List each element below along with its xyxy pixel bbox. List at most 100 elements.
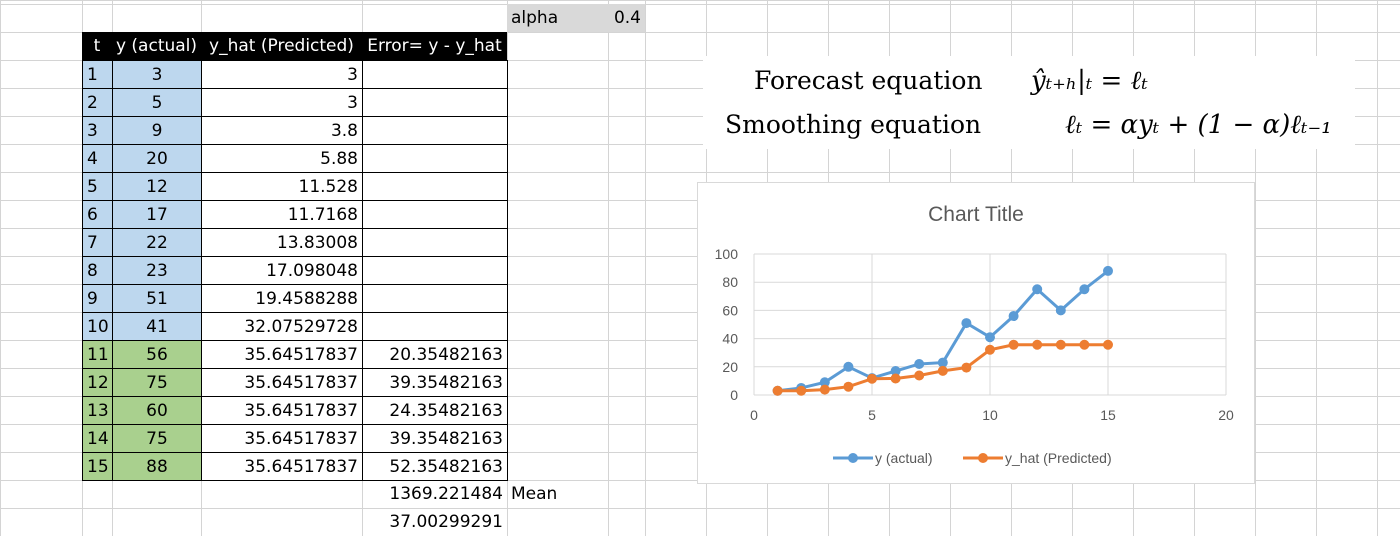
- cell-y-actual[interactable]: 20: [112, 144, 202, 173]
- cell-error[interactable]: [362, 88, 508, 117]
- data-point[interactable]: [796, 385, 807, 396]
- cell-y-hat[interactable]: 19.4588288: [201, 284, 363, 313]
- data-point[interactable]: [1103, 339, 1113, 350]
- cell-y-actual[interactable]: 23: [112, 256, 202, 285]
- cell-error[interactable]: [362, 60, 508, 89]
- data-point[interactable]: [843, 361, 854, 372]
- cell-error[interactable]: [362, 200, 508, 229]
- data-point[interactable]: [1103, 265, 1113, 276]
- cell-t[interactable]: 6: [82, 200, 113, 229]
- cell-error[interactable]: [362, 116, 508, 145]
- data-point[interactable]: [890, 366, 901, 377]
- cell-error[interactable]: 52.35482163: [362, 452, 508, 481]
- cell-y-hat[interactable]: 11.528: [201, 172, 363, 201]
- cell-t[interactable]: 11: [82, 340, 113, 369]
- cell-error[interactable]: [362, 172, 508, 201]
- data-point[interactable]: [961, 318, 972, 329]
- data-point[interactable]: [937, 357, 948, 368]
- cell-error[interactable]: [362, 284, 508, 313]
- cell-y-actual[interactable]: 12: [112, 172, 202, 201]
- data-point[interactable]: [819, 384, 830, 395]
- cell-y-actual[interactable]: 41: [112, 312, 202, 341]
- header-y-hat[interactable]: y_hat (Predicted): [201, 32, 362, 60]
- cell-y-hat[interactable]: 35.64517837: [201, 424, 363, 453]
- cell-error[interactable]: [362, 256, 508, 285]
- cell-y-hat[interactable]: 3.8: [201, 116, 363, 145]
- root-mean-value-cell[interactable]: 37.00299291: [389, 512, 503, 532]
- cell-y-actual[interactable]: 9: [112, 116, 202, 145]
- data-point[interactable]: [985, 332, 995, 343]
- x-tick-label: 15: [1100, 407, 1116, 423]
- data-point[interactable]: [1055, 339, 1066, 350]
- cell-t[interactable]: 2: [82, 88, 113, 117]
- cell-y-hat[interactable]: 5.88: [201, 144, 363, 173]
- cell-error[interactable]: 39.35482163: [362, 368, 508, 397]
- cell-t[interactable]: 15: [82, 452, 113, 481]
- cell-t[interactable]: 10: [82, 312, 113, 341]
- cell-error[interactable]: 39.35482163: [362, 424, 508, 453]
- cell-y-actual[interactable]: 3: [112, 60, 202, 89]
- data-point[interactable]: [890, 373, 901, 384]
- data-point[interactable]: [1032, 284, 1043, 295]
- cell-y-actual[interactable]: 75: [112, 368, 202, 397]
- cell-t[interactable]: 13: [82, 396, 113, 425]
- data-point[interactable]: [937, 365, 948, 376]
- cell-error[interactable]: [362, 312, 508, 341]
- chart-title: Chart Title: [928, 203, 1024, 226]
- cell-y-actual[interactable]: 75: [112, 424, 202, 453]
- cell-y-hat[interactable]: 11.7168: [201, 200, 363, 229]
- cell-error[interactable]: 20.35482163: [362, 340, 508, 369]
- cell-t[interactable]: 3: [82, 116, 113, 145]
- alpha-label-cell[interactable]: alpha: [507, 4, 608, 32]
- data-point[interactable]: [985, 344, 995, 355]
- cell-t[interactable]: 5: [82, 172, 113, 201]
- data-point[interactable]: [1032, 339, 1043, 350]
- cell-t[interactable]: 8: [82, 256, 113, 285]
- mean-value-cell[interactable]: 1369.221484: [389, 484, 503, 504]
- cell-t[interactable]: 4: [82, 144, 113, 173]
- header-t[interactable]: t: [82, 32, 112, 60]
- line-chart[interactable]: Chart Title 0 20 40 60 80 100 0 5 10 15 20 y (actual…: [697, 182, 1255, 484]
- data-point[interactable]: [819, 377, 830, 388]
- mean-label-cell[interactable]: Mean: [511, 484, 558, 504]
- cell-y-hat[interactable]: 32.07529728: [201, 312, 363, 341]
- cell-t[interactable]: 7: [82, 228, 113, 257]
- cell-error[interactable]: [362, 144, 508, 173]
- cell-t[interactable]: 9: [82, 284, 113, 313]
- cell-error[interactable]: 24.35482163: [362, 396, 508, 425]
- cell-y-hat[interactable]: 35.64517837: [201, 396, 363, 425]
- cell-y-hat[interactable]: 35.64517837: [201, 452, 363, 481]
- header-error[interactable]: Error= y - y_hat: [362, 32, 507, 60]
- data-point[interactable]: [961, 362, 972, 373]
- data-point[interactable]: [1079, 284, 1090, 295]
- cell-y-hat[interactable]: 13.83008: [201, 228, 363, 257]
- cell-t[interactable]: 1: [82, 60, 113, 89]
- cell-y-hat[interactable]: 3: [201, 88, 363, 117]
- cell-y-actual[interactable]: 56: [112, 340, 202, 369]
- data-point[interactable]: [772, 385, 783, 396]
- header-y-actual[interactable]: y (actual): [112, 32, 201, 60]
- cell-y-hat[interactable]: 17.098048: [201, 256, 363, 285]
- cell-error[interactable]: [362, 228, 508, 257]
- cell-y-hat[interactable]: 35.64517837: [201, 340, 363, 369]
- cell-y-hat[interactable]: 35.64517837: [201, 368, 363, 397]
- data-point[interactable]: [914, 370, 925, 381]
- data-point[interactable]: [1008, 311, 1019, 322]
- cell-y-hat[interactable]: 3: [201, 60, 363, 89]
- data-point[interactable]: [1079, 339, 1090, 350]
- data-point[interactable]: [1055, 305, 1066, 316]
- alpha-value-cell[interactable]: 0.4: [608, 4, 645, 32]
- data-point[interactable]: [843, 381, 854, 392]
- data-point[interactable]: [867, 373, 877, 384]
- y-tick-label: 60: [722, 302, 738, 318]
- cell-t[interactable]: 14: [82, 424, 113, 453]
- cell-y-actual[interactable]: 22: [112, 228, 202, 257]
- cell-t[interactable]: 12: [82, 368, 113, 397]
- data-point[interactable]: [1008, 339, 1019, 350]
- cell-y-actual[interactable]: 88: [112, 452, 202, 481]
- cell-y-actual[interactable]: 60: [112, 396, 202, 425]
- cell-y-actual[interactable]: 17: [112, 200, 202, 229]
- data-point[interactable]: [914, 358, 925, 369]
- cell-y-actual[interactable]: 5: [112, 88, 202, 117]
- cell-y-actual[interactable]: 51: [112, 284, 202, 313]
